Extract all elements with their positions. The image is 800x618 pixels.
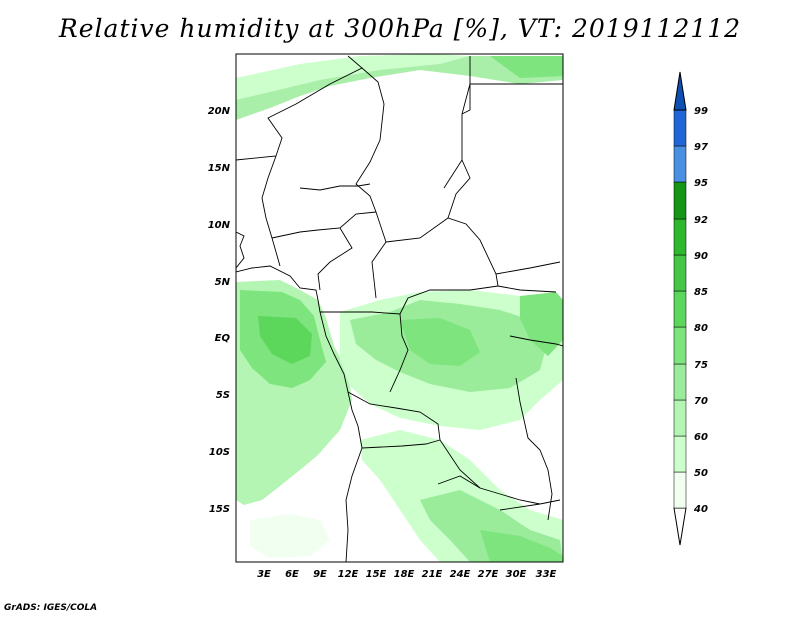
country-borders (236, 55, 563, 562)
lon-axis: 3E 6E 9E 12E 15E 18E 21E 24E 27E 30E 33E (257, 569, 556, 580)
legend-label: 85 (694, 287, 708, 298)
legend-bottom-triangle (673, 507, 687, 546)
legend-swatch (673, 363, 687, 401)
legend-label: 75 (694, 360, 708, 371)
lat-label: 5N (215, 277, 231, 288)
legend-swatch (673, 254, 687, 292)
lat-label: 5S (216, 390, 230, 401)
footer-credit: GrADS: IGES/COLA (4, 603, 98, 613)
lon-label: 3E (257, 569, 271, 580)
lat-label: 15N (208, 163, 231, 174)
legend-swatch (673, 290, 687, 328)
legend-swatch (673, 435, 687, 473)
color-legend: 40 50 60 70 75 80 85 90 92 95 97 99 (673, 71, 708, 546)
lon-label: 21E (422, 569, 443, 580)
lon-label: 12E (338, 569, 359, 580)
lon-label: 15E (366, 569, 387, 580)
lat-axis: 20N 15N 10N 5N EQ 5S 10S 15S (208, 106, 231, 515)
lon-label: 9E (313, 569, 327, 580)
legend-label: 97 (694, 142, 708, 153)
humidity-shading (236, 54, 563, 562)
legend-label: 70 (694, 396, 708, 407)
lon-label: 30E (506, 569, 527, 580)
legend-label: 92 (694, 215, 708, 226)
legend-swatch (673, 471, 687, 509)
lat-label: 10S (209, 447, 230, 458)
legend-label: 80 (694, 323, 708, 334)
legend-top-triangle (673, 71, 687, 111)
legend-swatch (673, 218, 687, 256)
lon-label: 24E (450, 569, 471, 580)
legend-label: 60 (694, 432, 708, 443)
legend-label: 50 (694, 468, 708, 479)
lon-label: 6E (285, 569, 299, 580)
legend-label: 40 (693, 504, 708, 515)
legend-swatch (673, 109, 687, 147)
map-title: Relative humidity at 300hPa [%], VT: 201… (58, 14, 742, 43)
lon-label: 27E (478, 569, 499, 580)
lat-label: 10N (208, 220, 231, 231)
legend-swatch (673, 399, 687, 437)
legend-label: 95 (694, 178, 708, 189)
lat-label: 15S (209, 504, 230, 515)
legend-swatch (673, 181, 687, 220)
map-frame (235, 53, 564, 563)
lon-label: 18E (394, 569, 415, 580)
legend-label: 99 (694, 106, 708, 117)
lon-label: 33E (536, 569, 557, 580)
lat-label: 20N (208, 106, 231, 117)
legend-label: 90 (694, 251, 708, 262)
legend-swatch (673, 145, 687, 183)
lat-label: EQ (215, 333, 231, 344)
legend-swatch (673, 326, 687, 365)
